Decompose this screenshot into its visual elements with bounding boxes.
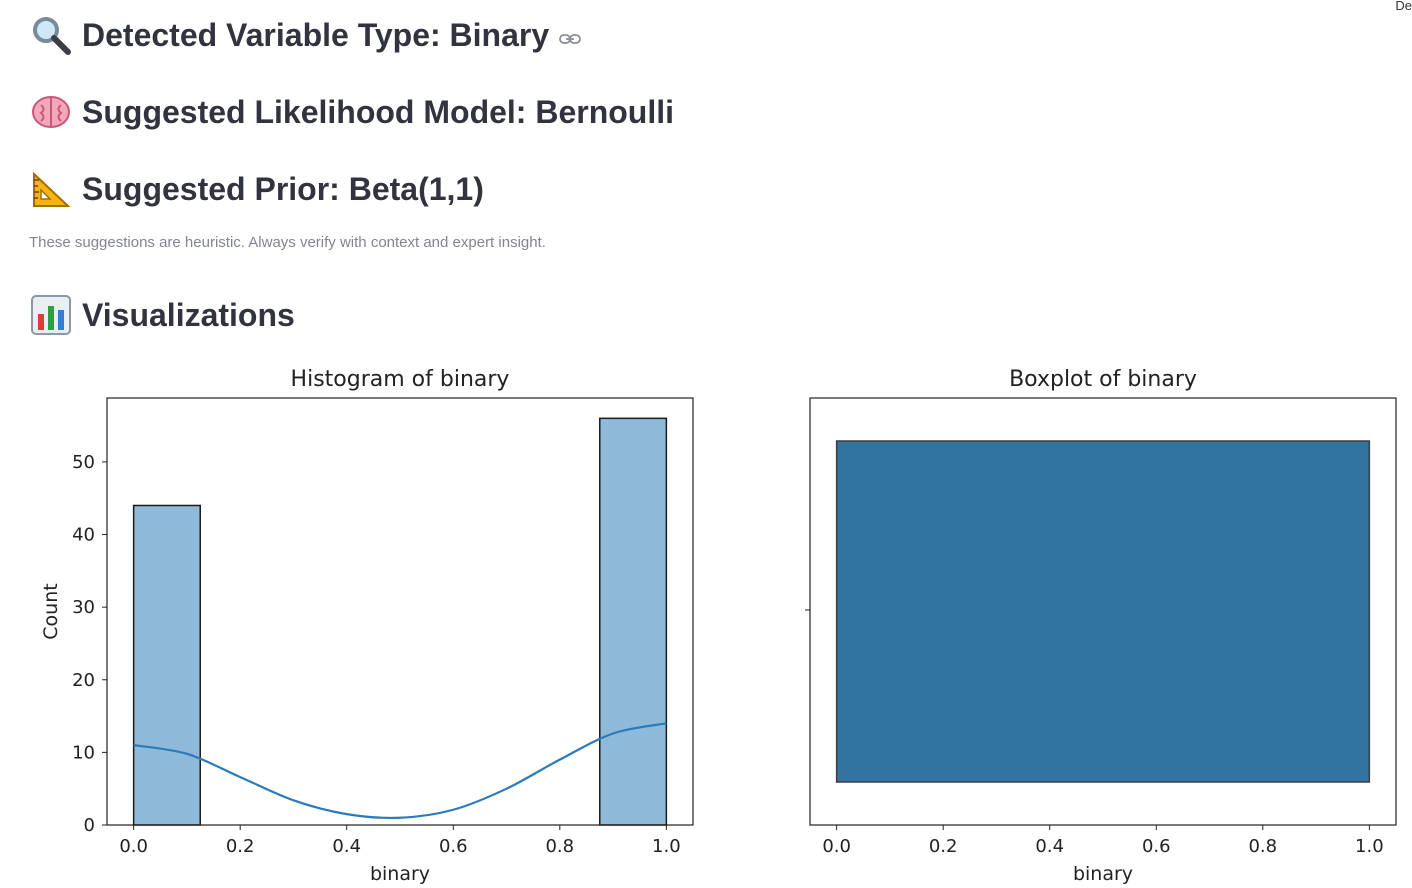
x-tick-label: 0.6: [439, 836, 468, 857]
visualizations-heading: Visualizations: [30, 294, 295, 336]
boxplot-x-label: binary: [1073, 863, 1133, 885]
link-icon[interactable]: [559, 17, 582, 54]
corner-text: De: [1395, 0, 1412, 13]
histogram-y-label: Count: [40, 583, 62, 639]
histogram-frame: [106, 397, 694, 826]
x-tick-label: 0.4: [332, 836, 361, 857]
y-tick-label: 0: [84, 815, 95, 836]
x-tick-label: 0.0: [822, 836, 851, 857]
x-tick-label: 0.8: [1248, 836, 1277, 857]
y-tick-label: 10: [72, 742, 95, 763]
magnifying-glass-icon: [30, 14, 72, 56]
histogram-bar: [599, 417, 668, 826]
variable-type-heading-text: Detected Variable Type: Binary: [82, 16, 550, 53]
x-tick-label: 0.8: [545, 836, 574, 857]
y-tick-label: 40: [72, 525, 95, 546]
x-tick-label: 0.4: [1035, 836, 1064, 857]
x-tick-label: 0.2: [929, 836, 958, 857]
histogram-bar: [132, 504, 201, 826]
kde-line: [133, 722, 667, 820]
x-tick-label: 1.0: [1355, 836, 1384, 857]
heuristic-caption: These suggestions are heuristic. Always …: [29, 234, 546, 251]
prior-heading: Suggested Prior: Beta(1,1): [30, 168, 484, 210]
charts-area: 0.0 0.2 0.4 0.6 0.8 1.0 0 10 20 30 40 50 Histogram o…: [40, 367, 1397, 885]
visualizations-heading-text: Visualizations: [82, 296, 295, 333]
x-tick-label: 0.2: [226, 836, 255, 857]
histogram-title: Histogram of binary: [291, 367, 510, 392]
boxplot-title: Boxplot of binary: [1009, 367, 1197, 392]
y-tick-label: 30: [72, 597, 95, 618]
likelihood-model-heading: Suggested Likelihood Model: Bernoulli: [30, 91, 674, 133]
x-tick-label: 0.6: [1142, 836, 1171, 857]
boxplot-frame: [809, 397, 1397, 826]
histogram-x-label: binary: [370, 863, 430, 885]
prior-heading-text: Suggested Prior: Beta(1,1): [82, 170, 484, 207]
bar-chart-icon: [30, 294, 72, 336]
y-tick-label: 50: [72, 452, 95, 473]
box-rect: [835, 440, 1371, 783]
likelihood-model-heading-text: Suggested Likelihood Model: Bernoulli: [82, 93, 675, 130]
x-tick-label: 0.0: [119, 836, 148, 857]
x-tick-label: 1.0: [652, 836, 681, 857]
brain-icon: [30, 91, 72, 133]
variable-type-heading: Detected Variable Type: Binary: [30, 14, 582, 56]
y-tick-label: 20: [72, 670, 95, 691]
triangular-ruler-icon: [30, 168, 72, 210]
